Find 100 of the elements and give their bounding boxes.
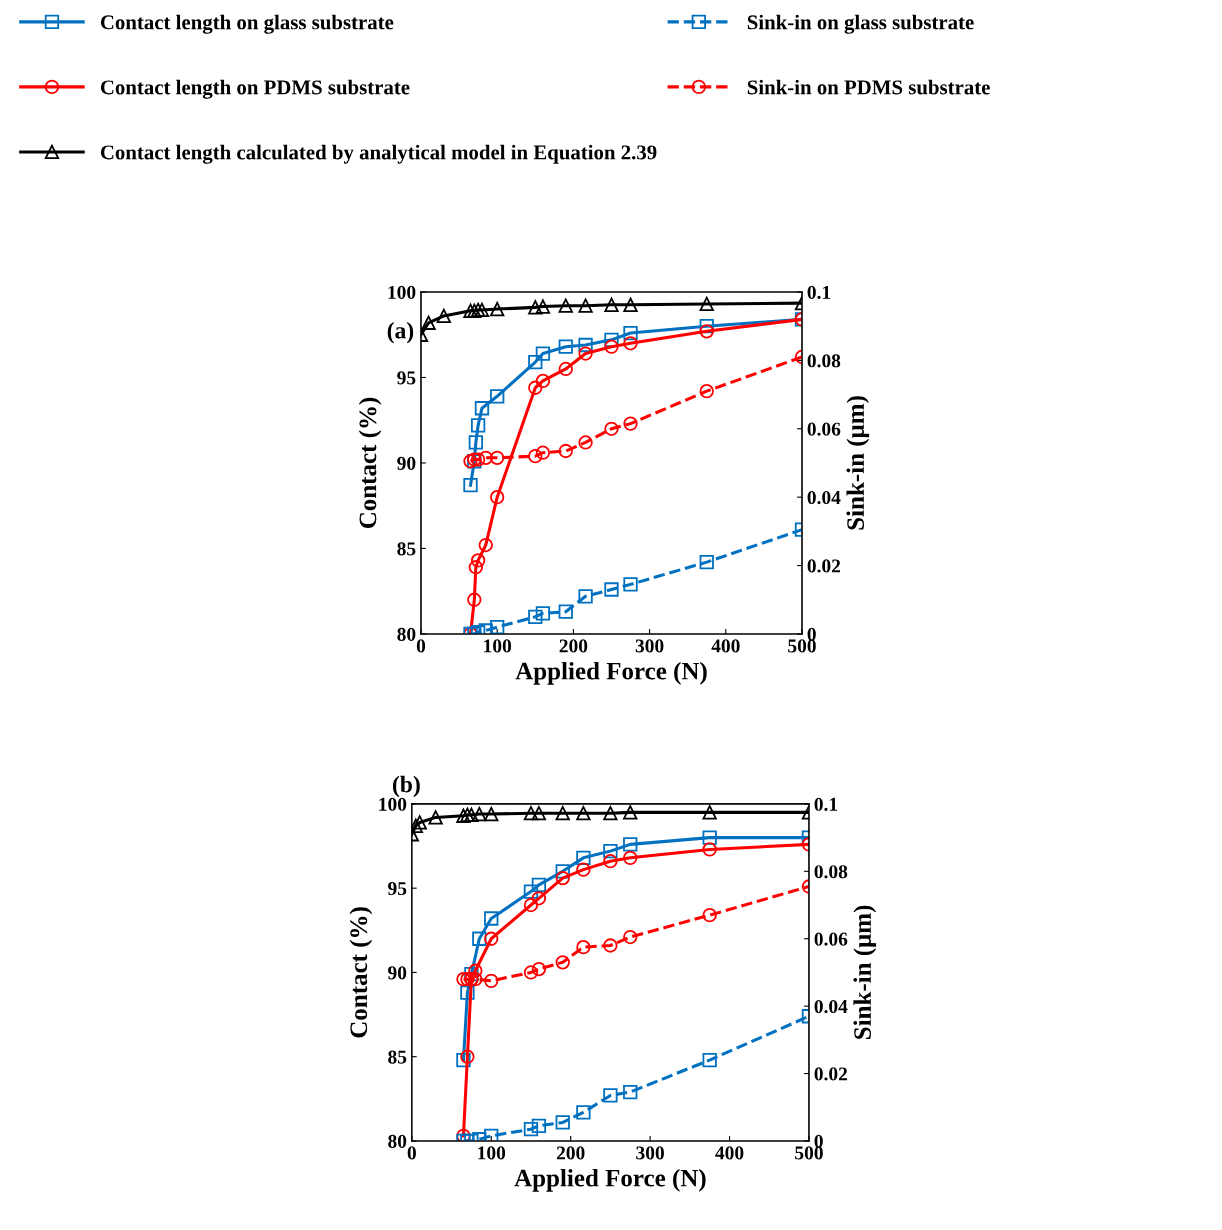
point xyxy=(460,807,475,823)
point xyxy=(604,339,619,354)
point xyxy=(699,296,714,312)
x-tick-label: 200 xyxy=(559,639,588,653)
y-tick-label: 95 xyxy=(388,882,407,896)
point xyxy=(578,435,593,450)
point xyxy=(603,806,618,821)
point xyxy=(456,972,471,987)
point xyxy=(531,961,547,977)
point xyxy=(490,619,505,634)
point xyxy=(484,1128,499,1141)
point xyxy=(555,870,570,886)
y2-tick-label: 0.06 xyxy=(814,932,848,946)
y2-tick-label: 0 xyxy=(814,1134,823,1148)
point xyxy=(535,373,551,389)
y2-tick-label: 0 xyxy=(807,627,816,641)
point xyxy=(623,1084,638,1100)
y2-tick-label: 0.08 xyxy=(807,354,841,368)
point xyxy=(464,807,479,823)
point xyxy=(623,416,638,431)
point xyxy=(528,300,543,315)
point xyxy=(699,324,714,339)
point xyxy=(468,435,484,450)
point xyxy=(623,325,638,341)
point xyxy=(531,806,547,821)
point xyxy=(490,450,505,465)
x-tick-label: 0 xyxy=(407,1146,416,1160)
point xyxy=(421,315,436,330)
y-tick-label: 80 xyxy=(397,627,416,641)
legend-label: Contact length on PDMS substrate xyxy=(100,79,410,99)
point xyxy=(535,346,551,361)
x-tick-label: 400 xyxy=(715,1146,744,1160)
point xyxy=(576,1105,591,1120)
y-axis-title: Contact (%) xyxy=(349,907,373,1038)
y-tick-label: 90 xyxy=(397,456,416,470)
y2-tick-label: 0.04 xyxy=(807,490,841,505)
point xyxy=(523,884,539,899)
point xyxy=(528,448,543,464)
point xyxy=(531,1118,547,1133)
point xyxy=(470,452,486,467)
point xyxy=(699,384,714,399)
point xyxy=(456,808,471,823)
legend-label: Sink-in on PDMS substrate xyxy=(747,79,990,95)
x-tick-label: 100 xyxy=(478,1146,506,1160)
point xyxy=(623,850,638,866)
point xyxy=(523,965,539,980)
y2-tick-label: 0.1 xyxy=(807,285,831,300)
point xyxy=(623,577,638,592)
point xyxy=(623,297,638,312)
point xyxy=(578,337,593,353)
point xyxy=(576,850,591,866)
point xyxy=(463,303,478,318)
x-tick-label: 300 xyxy=(636,1146,664,1160)
point xyxy=(460,972,475,987)
point xyxy=(478,537,493,553)
point xyxy=(555,955,570,970)
point xyxy=(523,1121,539,1137)
point xyxy=(436,308,451,324)
point xyxy=(463,454,478,469)
point xyxy=(603,938,618,953)
point xyxy=(484,806,499,822)
point xyxy=(490,490,505,505)
point xyxy=(702,805,717,820)
legend-label: Contact length on glass substrate xyxy=(100,14,394,34)
point xyxy=(528,609,543,624)
point xyxy=(472,931,487,946)
point xyxy=(699,554,714,570)
point xyxy=(535,445,551,460)
point xyxy=(702,907,717,923)
point xyxy=(531,877,547,892)
point xyxy=(474,302,490,318)
point xyxy=(558,339,573,354)
y2-tick-label: 0.04 xyxy=(814,999,848,1014)
point xyxy=(484,911,499,926)
x-tick-label: 100 xyxy=(484,639,512,653)
x-axis-title: Applied Force (N) xyxy=(515,661,707,685)
point xyxy=(528,380,543,395)
point xyxy=(623,837,638,852)
y-tick-label: 100 xyxy=(379,797,407,811)
point xyxy=(535,299,551,314)
point xyxy=(623,929,638,945)
point xyxy=(470,553,486,568)
point xyxy=(456,1052,471,1068)
point xyxy=(702,1052,717,1068)
y2-tick-label: 0.02 xyxy=(807,559,841,573)
point xyxy=(578,589,593,604)
point xyxy=(490,389,505,404)
point xyxy=(468,560,484,575)
point xyxy=(555,1115,570,1130)
y-tick-label: 85 xyxy=(397,542,416,556)
point xyxy=(484,931,499,946)
point xyxy=(535,606,551,621)
point xyxy=(578,346,593,361)
point xyxy=(531,891,547,906)
y-tick-label: 95 xyxy=(397,371,416,385)
legend-label: Contact length calculated by analytical model in Equation 2.39 xyxy=(100,144,657,164)
point xyxy=(523,897,539,913)
text: (a) xyxy=(387,321,414,344)
y-tick-label: 100 xyxy=(388,285,416,299)
y2-tick-label: 0.02 xyxy=(814,1067,848,1081)
